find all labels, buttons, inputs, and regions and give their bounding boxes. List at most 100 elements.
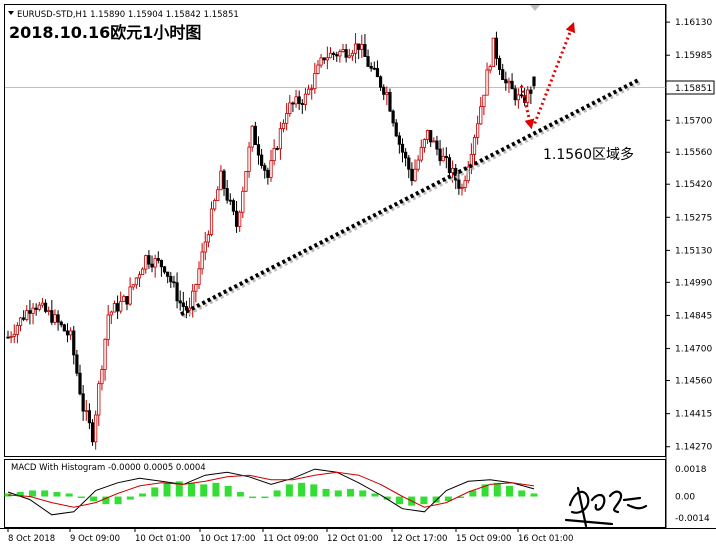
candle-body (15, 325, 19, 335)
candle-body (59, 321, 63, 326)
candle-body (341, 49, 345, 53)
candle-body (300, 103, 304, 105)
candle-body (372, 67, 376, 70)
candle-body (347, 55, 351, 58)
time-tick-label: 12 Oct 01:00 (327, 534, 382, 544)
candle-body (303, 93, 308, 105)
macd-histogram-bar (310, 484, 318, 497)
candle-body (516, 94, 520, 101)
candle-body (378, 76, 383, 88)
macd-histogram-bar (224, 485, 232, 497)
macd-histogram-bar (236, 491, 244, 497)
candle-body (385, 92, 389, 95)
candle-body (297, 96, 301, 104)
macd-histogram-bar (334, 490, 342, 497)
current-price-box (665, 80, 715, 95)
collapse-triangle-icon[interactable] (8, 11, 14, 15)
candle-body (109, 311, 113, 316)
candle-body (53, 314, 57, 323)
candle-body (432, 140, 436, 143)
macd-histogram-bar (139, 493, 147, 497)
candle-body (206, 234, 210, 243)
candle-body (87, 410, 92, 424)
candle-body (291, 102, 295, 105)
candle-body (344, 49, 348, 58)
macd-histogram-bar (41, 490, 49, 497)
macd-tick-label: 0.0018 (675, 465, 707, 475)
candle-body (69, 330, 73, 336)
time-tick-label: 10 Oct 17:00 (200, 534, 255, 544)
candle-body (247, 146, 251, 172)
candle-body (256, 144, 261, 156)
macd-histogram-bar (114, 496, 122, 505)
candle-body (18, 317, 23, 326)
candle-body (457, 179, 461, 189)
macd-panel: 0.0018 0.00 -0.0014 (4, 465, 710, 524)
candle-body (81, 393, 85, 412)
candle-body (225, 188, 229, 201)
candle-body (269, 160, 273, 178)
macd-histogram-bar (518, 490, 526, 497)
macd-histogram-bar (28, 490, 36, 497)
price-tick-label: 1.15275 (675, 213, 712, 223)
macd-histogram-bar (261, 496, 269, 499)
candle-body (447, 157, 452, 174)
candle-body (310, 88, 314, 91)
macd-histogram-bar (285, 484, 293, 497)
candle-body (197, 268, 201, 285)
candle-body (47, 310, 51, 312)
candle-body (25, 310, 29, 320)
macd-histogram-bar (249, 496, 257, 499)
price-tick-label: 1.16130 (675, 18, 712, 28)
candle-body (128, 286, 132, 305)
candle-body (191, 290, 195, 309)
candle-body (306, 88, 311, 95)
candle-body (244, 171, 248, 192)
macd-histogram-bar (298, 482, 306, 497)
price-axis-labels: 1.16130 1.15985 1.15700 1.15560 1.15420 1.152… (666, 18, 712, 453)
shift-marker-icon[interactable] (530, 5, 540, 11)
macd-histogram-bar (493, 482, 501, 497)
candle-body (147, 255, 151, 265)
candle-body (28, 310, 32, 314)
price-tick-label: 1.15560 (675, 148, 712, 158)
macd-histogram-bar (200, 484, 208, 497)
candle-body (407, 157, 411, 170)
main-plot-frame (4, 4, 666, 457)
candle-body (294, 96, 298, 105)
pullback-arrowhead-icon (524, 118, 535, 130)
candle-body (501, 69, 505, 81)
candle-body (350, 52, 355, 57)
candle-body (12, 333, 16, 337)
candle-body (488, 66, 492, 71)
time-tick-label: 12 Oct 17:00 (392, 534, 447, 544)
candle-body (510, 80, 514, 90)
candle-body (263, 165, 267, 171)
candle-body (410, 168, 414, 182)
candle-body (322, 57, 326, 61)
time-tick-label: 15 Oct 09:00 (456, 534, 511, 544)
candle-body (394, 122, 398, 137)
candle-body (319, 57, 323, 66)
candle-body (22, 317, 26, 320)
candle-body (56, 314, 60, 323)
candle-body (209, 208, 214, 236)
chart-title: 2018.10.16欧元1小时图 (9, 23, 201, 42)
candle-body (162, 266, 167, 273)
candle-body (213, 200, 217, 210)
candle-body (238, 211, 242, 227)
candle-body (281, 122, 286, 130)
time-tick-label: 8 Oct 2018 (8, 534, 55, 544)
candle-body (422, 139, 427, 148)
candle-body (40, 302, 45, 306)
macd-histogram-bar (359, 490, 367, 497)
price-tick-label: 1.14700 (675, 345, 712, 355)
candle-body (519, 94, 524, 97)
candle-body (497, 57, 502, 70)
candle-body (460, 187, 464, 189)
current-price-label: 1.15851 (675, 84, 712, 94)
macd-histogram-bar (322, 488, 330, 497)
candle-body (115, 303, 120, 312)
macd-tick-label: 0.00 (675, 493, 695, 503)
